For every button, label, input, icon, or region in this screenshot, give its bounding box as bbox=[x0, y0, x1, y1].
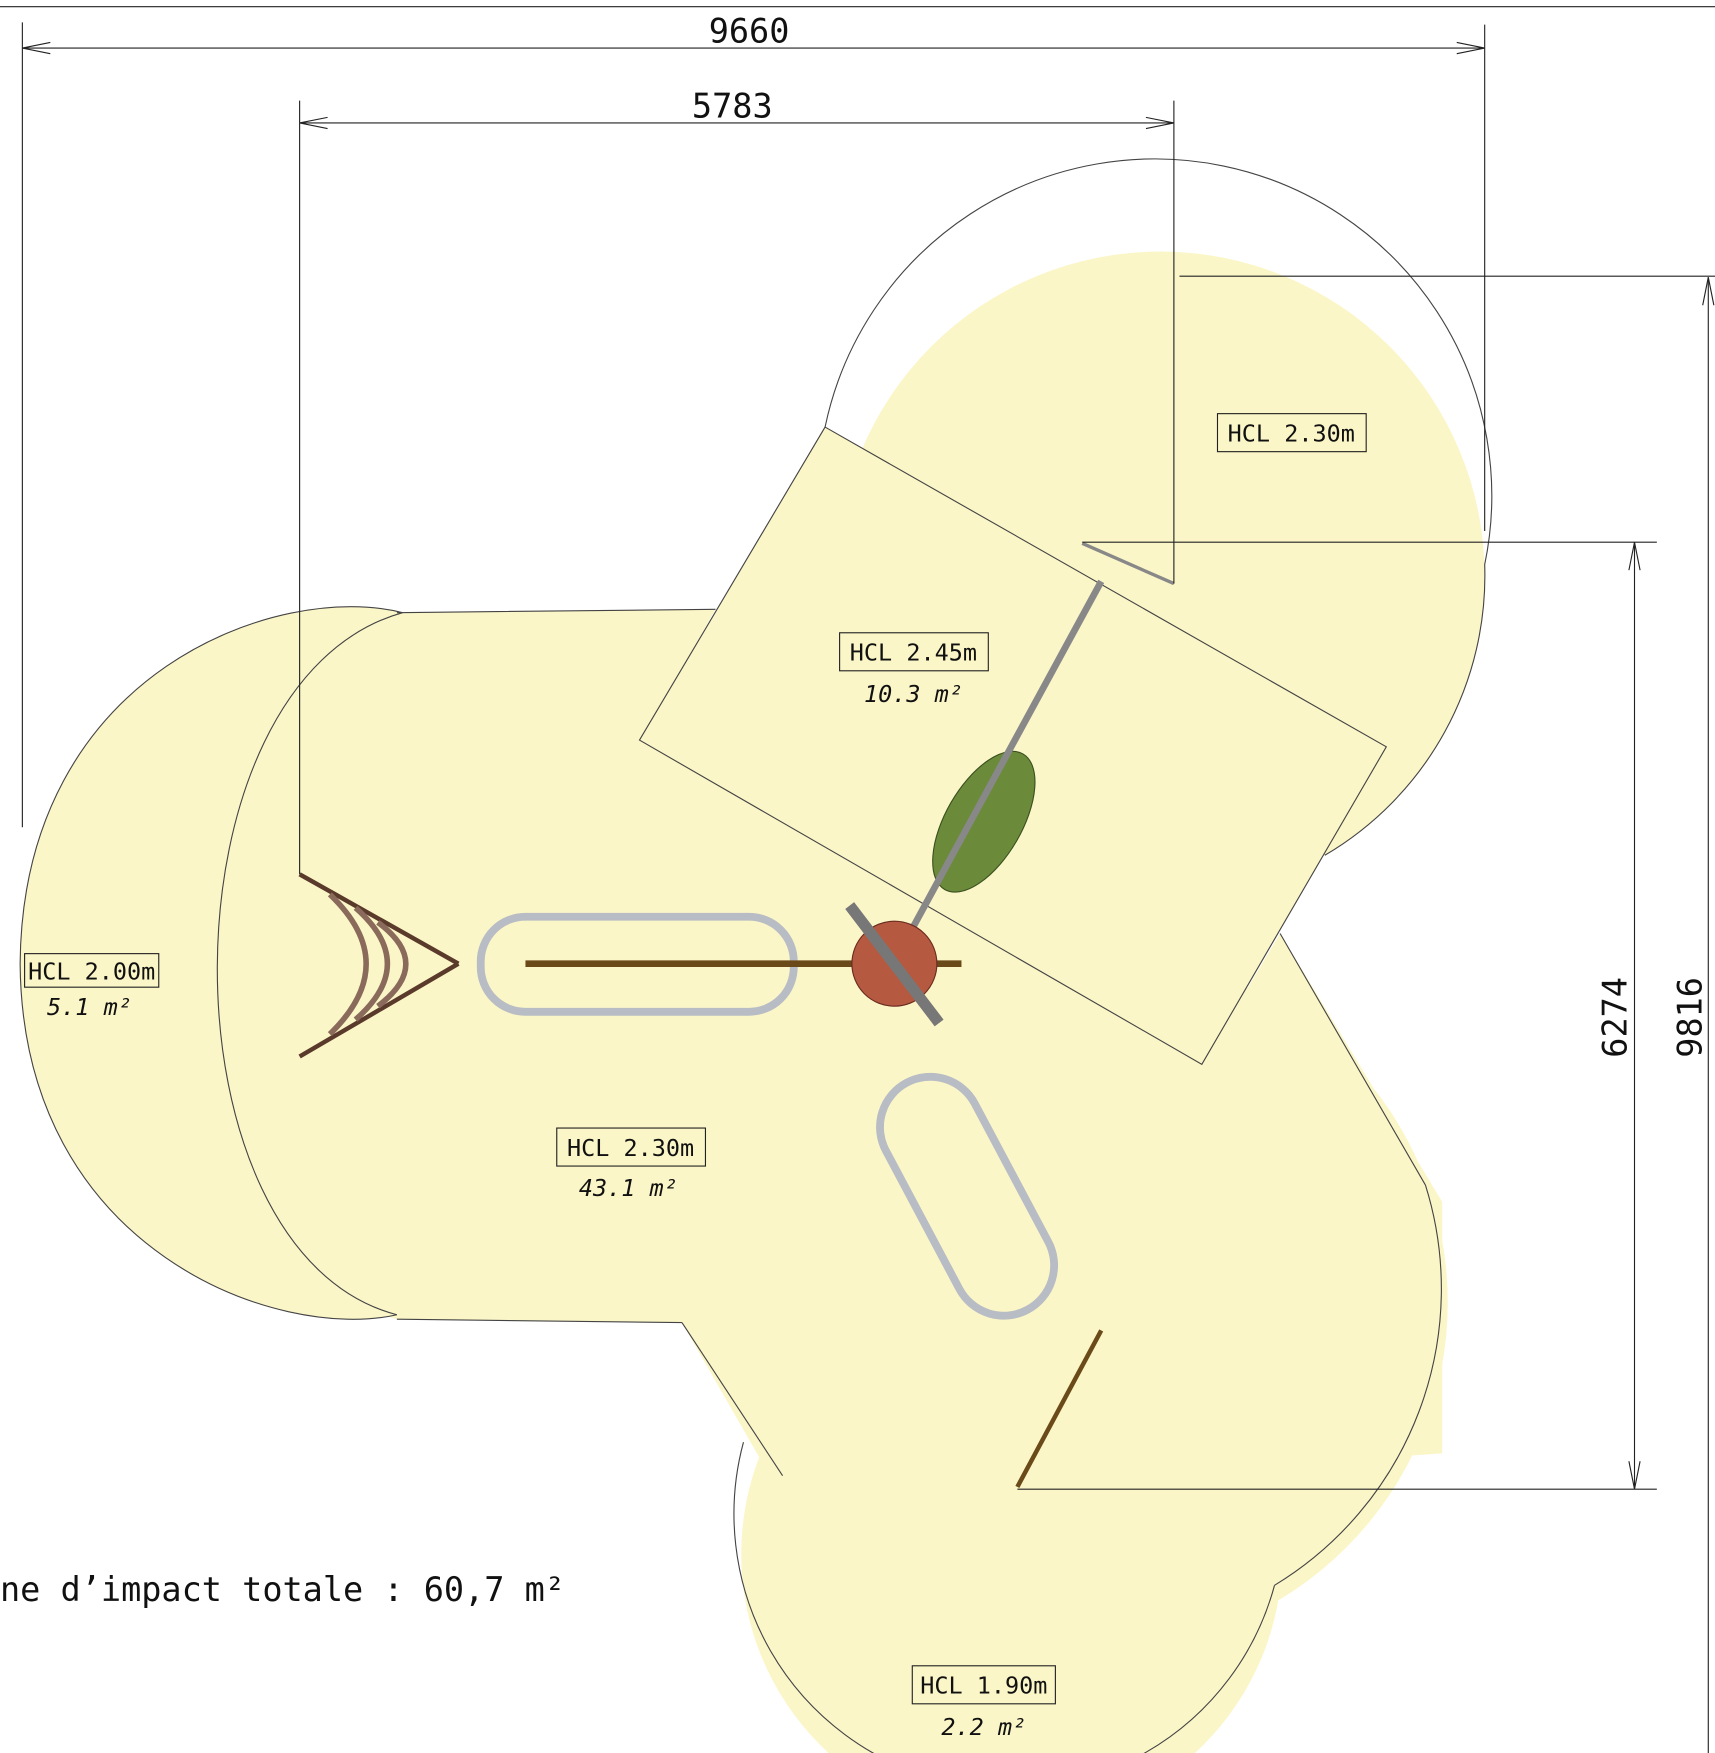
zone-area: 43.1 m² bbox=[579, 1174, 678, 1202]
label-box bbox=[24, 953, 160, 988]
total-impact: ne d’impact totale : 60,7 m² bbox=[0, 1570, 565, 1609]
zone-hcl: HCL 2.30m bbox=[567, 1134, 694, 1162]
dimension-label: 9816 bbox=[1671, 977, 1710, 1058]
impact-zones bbox=[19, 158, 1493, 1753]
label-box bbox=[911, 1665, 1056, 1705]
dimension-label: 6274 bbox=[1596, 977, 1635, 1058]
label-box bbox=[839, 632, 989, 672]
label-box bbox=[1216, 413, 1367, 453]
zone-hcl: HCL 2.45m bbox=[850, 639, 977, 667]
zone-area: 10.3 m² bbox=[864, 680, 963, 708]
zone-hcl: HCL 2.00m bbox=[28, 957, 155, 985]
zone-area: 5.1 m² bbox=[47, 993, 132, 1021]
dimension-label: 9660 bbox=[709, 11, 790, 50]
zone-hcl: HCL 2.30m bbox=[1228, 420, 1355, 448]
equipment bbox=[298, 541, 1175, 1488]
zone-area: 2.2 m² bbox=[941, 1713, 1026, 1741]
label-box bbox=[556, 1127, 707, 1167]
dimension-label: 5783 bbox=[692, 86, 773, 125]
zone-hcl: HCL 1.90m bbox=[920, 1672, 1047, 1700]
dimension-lines bbox=[0, 6, 1715, 1753]
